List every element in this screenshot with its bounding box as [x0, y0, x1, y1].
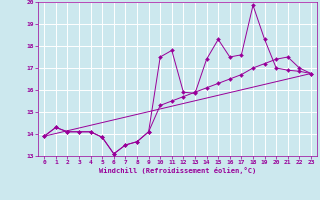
X-axis label: Windchill (Refroidissement éolien,°C): Windchill (Refroidissement éolien,°C): [99, 167, 256, 174]
